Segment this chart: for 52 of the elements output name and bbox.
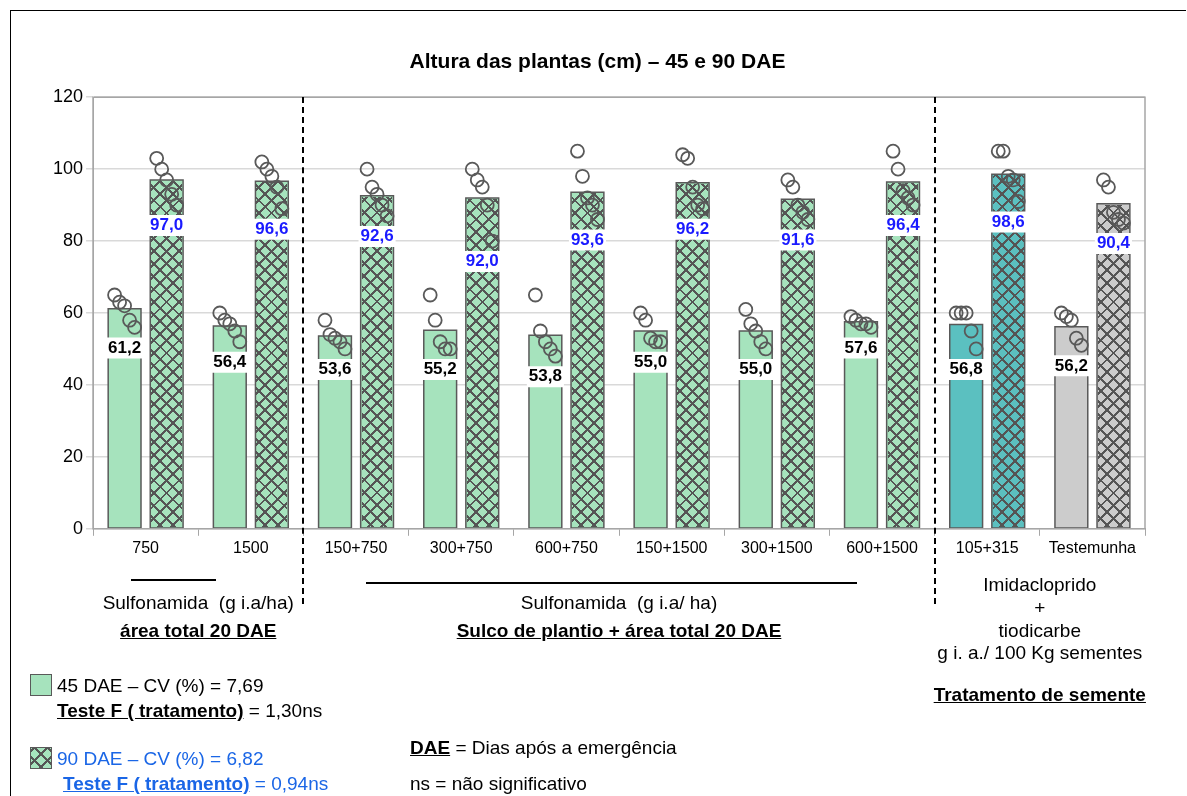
y-tick-label: 120 <box>52 86 84 107</box>
legend-label: 45 DAE <box>57 675 123 696</box>
text: ns = não significativo <box>410 773 587 796</box>
data-label: 96,2 <box>676 218 710 238</box>
x-tick-label: 600+1500 <box>846 538 918 556</box>
data-label: 57,6 <box>844 337 878 357</box>
data-label: 90,4 <box>1096 233 1131 253</box>
data-label: 96,6 <box>255 218 289 238</box>
y-tick-label: 40 <box>63 373 84 394</box>
y-tick-label: 20 <box>63 445 84 466</box>
data-label: 91,6 <box>781 229 815 249</box>
data-label: 61,2 <box>108 337 142 357</box>
x-tick-label: 300+750 <box>429 538 493 556</box>
data-label: 92,0 <box>465 251 499 271</box>
data-label: 55,0 <box>739 359 773 379</box>
text: Sulfonamida (g i.a/ha) <box>102 592 294 615</box>
text: DAE = Dias após a emergência <box>410 737 677 760</box>
y-tick-label: 80 <box>63 230 84 251</box>
text: Sulfonamida (g i.a/ ha) <box>520 592 718 615</box>
data-label: 98,6 <box>991 211 1025 231</box>
data-label: 97,0 <box>150 215 184 235</box>
data-label: 92,6 <box>360 226 394 246</box>
x-tick-label: 150+1500 <box>635 538 708 556</box>
data-label: 56,8 <box>949 359 983 379</box>
data-label: 96,4 <box>886 215 921 235</box>
y-tick-label: 100 <box>52 158 84 179</box>
data-label: 56,4 <box>213 351 247 371</box>
x-tick-label: 750 <box>132 538 160 556</box>
chart-title: Altura das plantas (cm) – 45 e 90 DAE <box>409 49 786 73</box>
data-label: 55,2 <box>423 359 457 379</box>
data-label: 56,2 <box>1054 355 1088 375</box>
text: Teste F ( tratamento) = 1,30ns <box>57 700 323 723</box>
data-label: 53,6 <box>318 359 352 379</box>
x-tick-label: Testemunha <box>1048 538 1137 556</box>
text: Teste F ( tratamento) = 0,94ns <box>63 773 329 796</box>
x-tick-label: 150+750 <box>324 538 388 556</box>
text: Tratamento de semente <box>933 684 1146 707</box>
data-label: 53,8 <box>528 366 562 386</box>
text: área total 20 DAE <box>120 620 277 643</box>
x-tick-label: 300+1500 <box>740 538 813 556</box>
y-tick-label: 60 <box>63 301 84 322</box>
data-label: 93,6 <box>570 229 604 249</box>
y-tick-label: 0 <box>73 517 84 538</box>
x-tick-label: 1500 <box>233 538 269 556</box>
x-tick-label: 105+315 <box>955 538 1019 556</box>
text: Imidacloprido + tiodicarbe g i. a./ 100 Kg sementes <box>937 574 1143 666</box>
text: – CV (%) = 7,69 <box>127 675 264 696</box>
text: – CV (%) = 6,82 <box>127 748 264 769</box>
legend-label: 90 DAE <box>57 748 123 769</box>
text: Sulco de plantio + área total 20 DAE <box>456 620 782 643</box>
data-label: 55,0 <box>634 351 668 371</box>
x-tick-label: 600+750 <box>535 538 598 556</box>
